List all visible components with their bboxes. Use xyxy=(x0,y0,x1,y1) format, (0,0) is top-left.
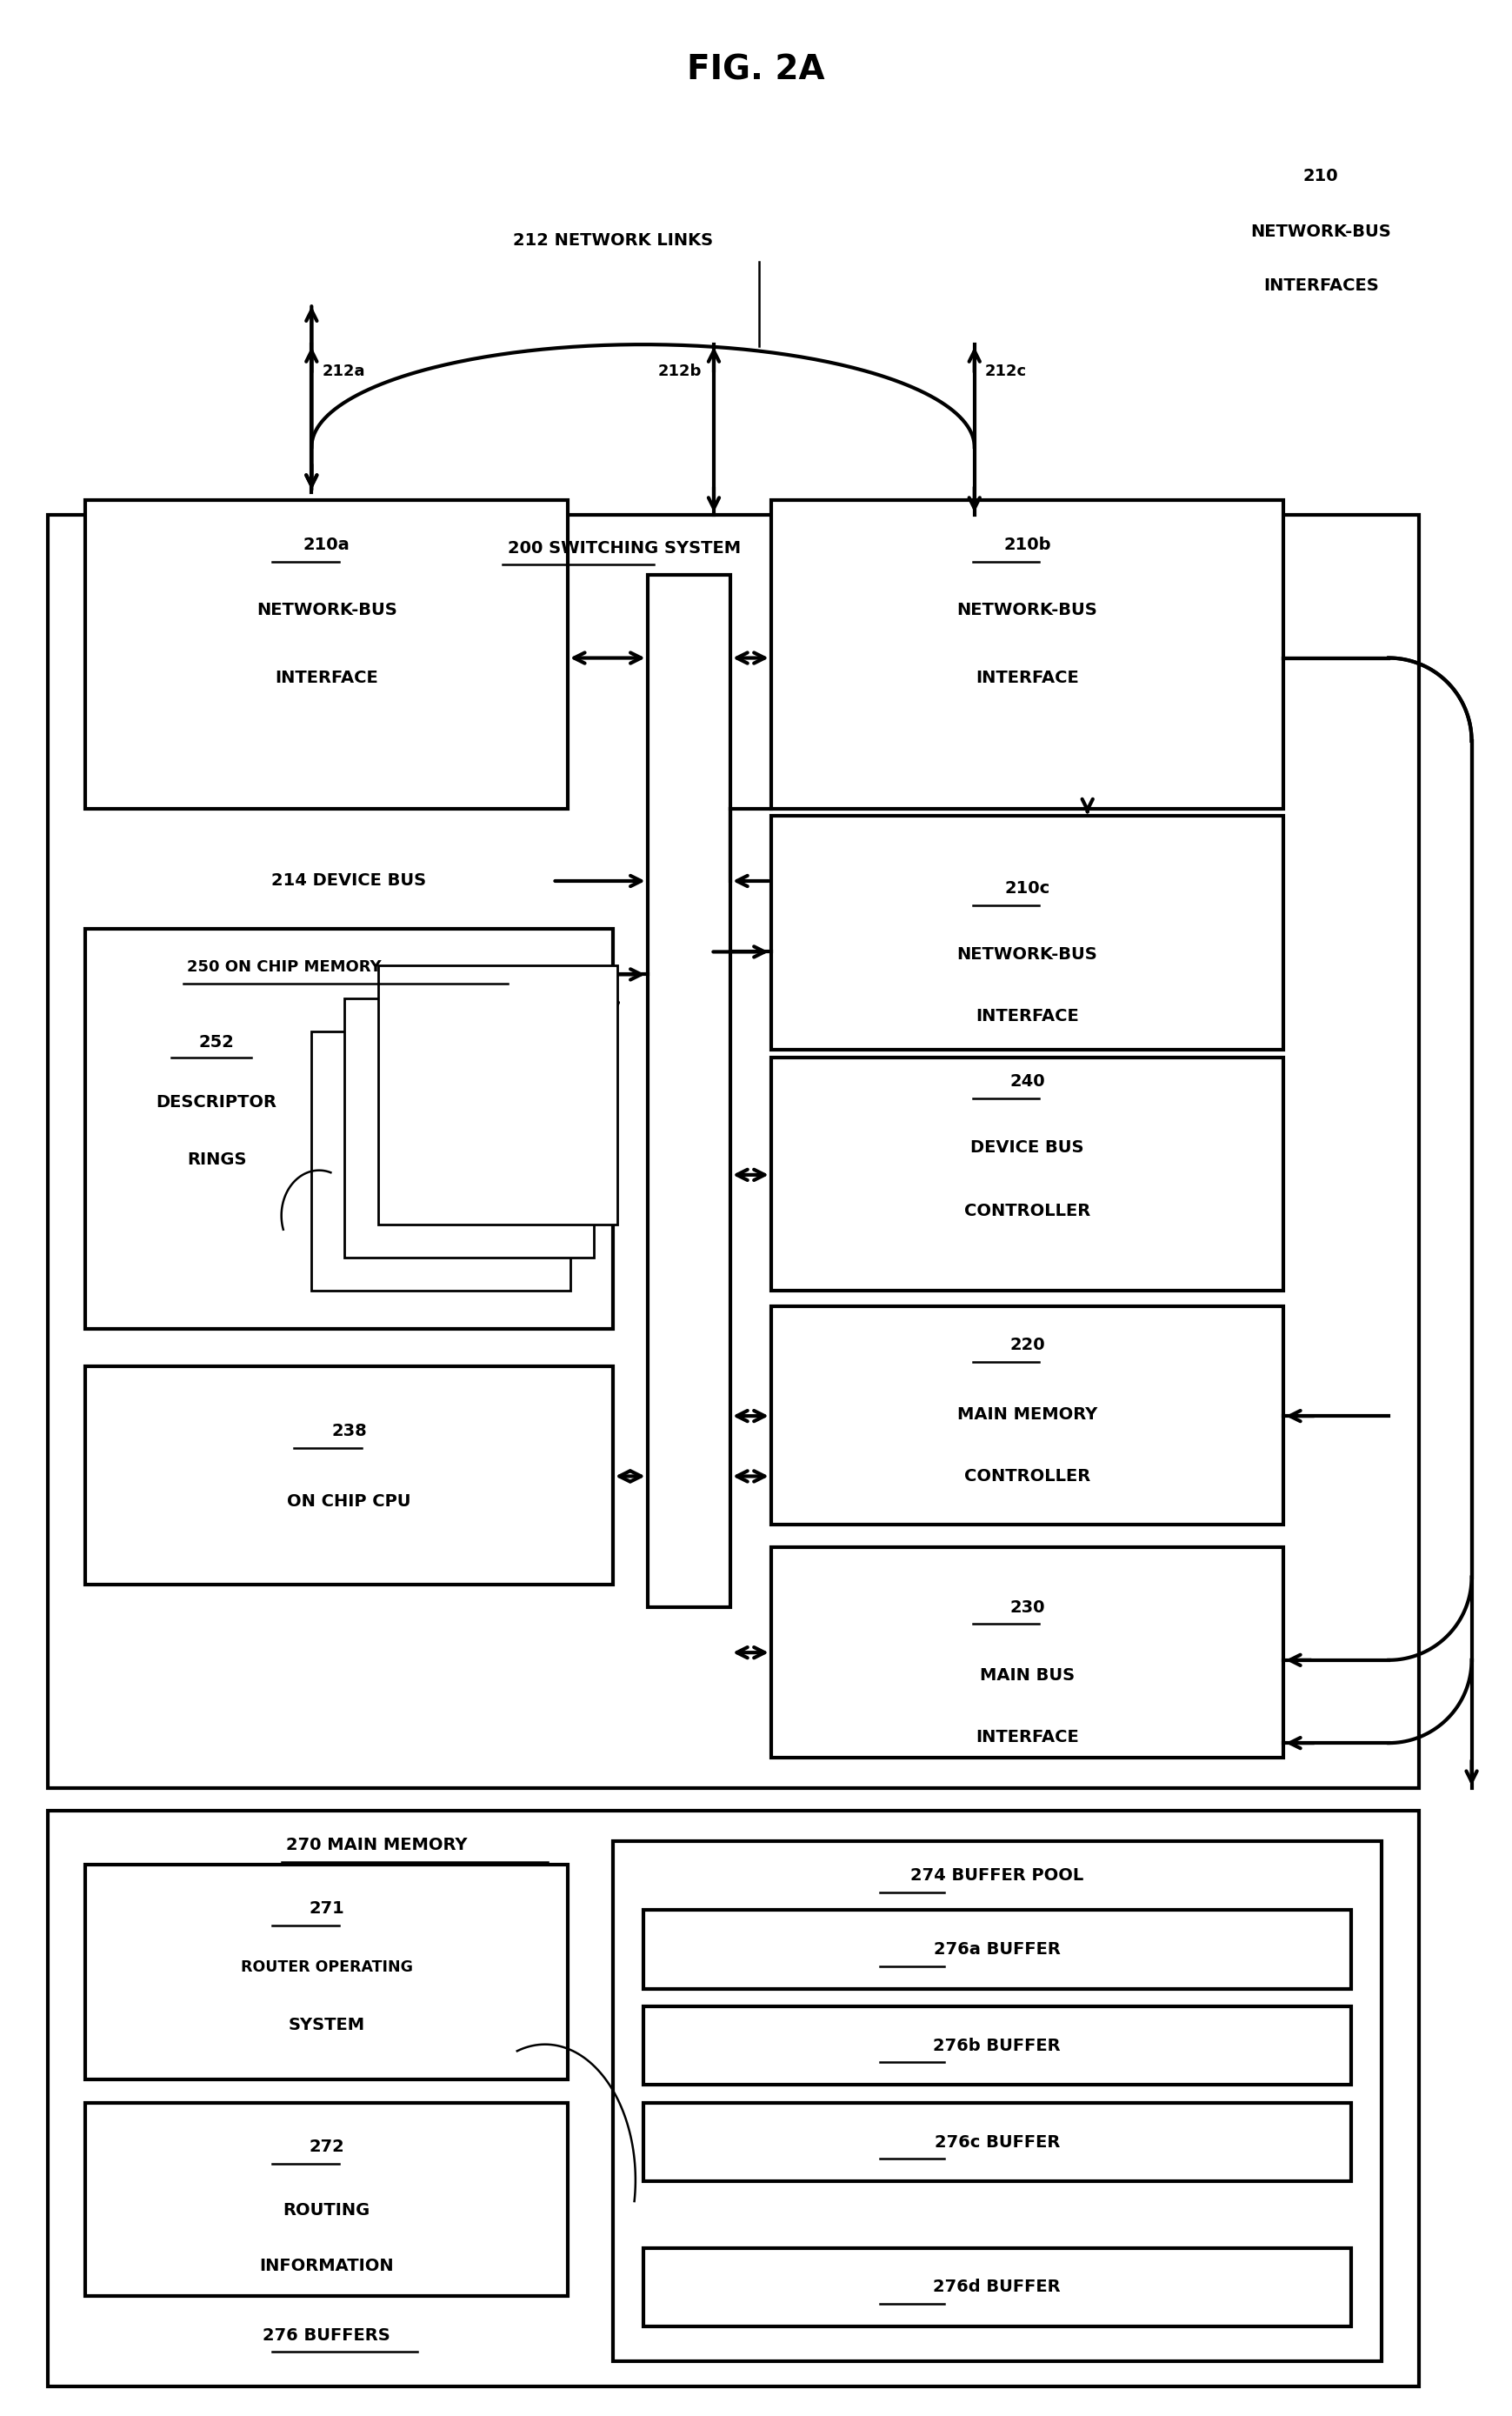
FancyBboxPatch shape xyxy=(345,998,594,1259)
FancyBboxPatch shape xyxy=(643,1911,1352,1988)
Text: 276c BUFFER: 276c BUFFER xyxy=(934,2133,1060,2150)
FancyBboxPatch shape xyxy=(612,1841,1382,2360)
Text: NETWORK-BUS: NETWORK-BUS xyxy=(957,602,1098,618)
Text: ON CHIP CPU: ON CHIP CPU xyxy=(287,1493,411,1510)
FancyBboxPatch shape xyxy=(86,2104,567,2295)
Text: 212c: 212c xyxy=(984,365,1027,379)
Text: 240: 240 xyxy=(1010,1073,1045,1090)
Text: 276 BUFFERS: 276 BUFFERS xyxy=(263,2327,390,2344)
FancyBboxPatch shape xyxy=(647,575,730,1607)
Text: FIG. 2A: FIG. 2A xyxy=(686,53,826,87)
Text: 238: 238 xyxy=(331,1423,367,1440)
FancyBboxPatch shape xyxy=(378,966,617,1225)
FancyBboxPatch shape xyxy=(48,515,1418,1788)
Text: 230: 230 xyxy=(1010,1599,1045,1616)
Text: 212 NETWORK LINKS: 212 NETWORK LINKS xyxy=(513,232,714,249)
Text: 210c: 210c xyxy=(1004,879,1049,896)
Text: 250 ON CHIP MEMORY: 250 ON CHIP MEMORY xyxy=(186,959,381,974)
Text: DEVICE BUS: DEVICE BUS xyxy=(971,1140,1084,1155)
Text: INTERFACES: INTERFACES xyxy=(1263,278,1379,295)
FancyBboxPatch shape xyxy=(86,930,612,1329)
Text: MAIN MEMORY: MAIN MEMORY xyxy=(957,1406,1098,1423)
Text: 214 DEVICE BUS: 214 DEVICE BUS xyxy=(271,872,426,889)
Text: INTERFACE: INTERFACE xyxy=(975,1007,1078,1024)
Text: INTERFACE: INTERFACE xyxy=(275,669,378,686)
Text: 212b: 212b xyxy=(658,365,702,379)
Text: INFORMATION: INFORMATION xyxy=(260,2257,393,2273)
Text: CONTROLLER: CONTROLLER xyxy=(965,1203,1090,1220)
Text: SYSTEM: SYSTEM xyxy=(289,2017,364,2032)
Text: ROUTING: ROUTING xyxy=(283,2201,370,2218)
FancyBboxPatch shape xyxy=(771,1307,1284,1524)
Text: RINGS: RINGS xyxy=(187,1152,246,1167)
Text: CONTROLLER: CONTROLLER xyxy=(965,1469,1090,1483)
Text: DESCRIPTOR: DESCRIPTOR xyxy=(156,1094,277,1111)
Text: 252: 252 xyxy=(200,1034,234,1051)
Text: 271: 271 xyxy=(308,1901,345,1916)
Text: NETWORK-BUS: NETWORK-BUS xyxy=(1250,222,1391,239)
FancyBboxPatch shape xyxy=(643,2104,1352,2182)
Text: 272: 272 xyxy=(308,2138,345,2155)
Text: NETWORK-BUS: NETWORK-BUS xyxy=(257,602,398,618)
Text: 220: 220 xyxy=(1010,1336,1045,1353)
Text: 210a: 210a xyxy=(304,536,349,553)
Text: INTERFACE: INTERFACE xyxy=(975,1730,1078,1744)
Text: 270 MAIN MEMORY: 270 MAIN MEMORY xyxy=(286,1836,467,1853)
FancyBboxPatch shape xyxy=(771,500,1284,809)
FancyBboxPatch shape xyxy=(86,1865,567,2080)
FancyBboxPatch shape xyxy=(86,1365,612,1585)
FancyBboxPatch shape xyxy=(643,2247,1352,2327)
Text: 274 BUFFER POOL: 274 BUFFER POOL xyxy=(910,1868,1084,1884)
FancyBboxPatch shape xyxy=(311,1032,570,1290)
FancyBboxPatch shape xyxy=(771,817,1284,1051)
Text: 210: 210 xyxy=(1303,167,1338,184)
Text: INTERFACE: INTERFACE xyxy=(975,669,1078,686)
FancyBboxPatch shape xyxy=(771,1058,1284,1290)
Text: 200 SWITCHING SYSTEM: 200 SWITCHING SYSTEM xyxy=(508,539,741,556)
Text: MAIN BUS: MAIN BUS xyxy=(980,1667,1075,1684)
Text: ROUTER OPERATING: ROUTER OPERATING xyxy=(240,1959,413,1976)
Text: 276b BUFFER: 276b BUFFER xyxy=(933,2037,1061,2054)
Text: 276a BUFFER: 276a BUFFER xyxy=(933,1940,1060,1957)
Text: 276d BUFFER: 276d BUFFER xyxy=(933,2278,1061,2295)
FancyBboxPatch shape xyxy=(48,1812,1418,2387)
FancyBboxPatch shape xyxy=(86,500,567,809)
FancyBboxPatch shape xyxy=(643,2008,1352,2085)
Text: 212a: 212a xyxy=(322,365,364,379)
Text: NETWORK-BUS: NETWORK-BUS xyxy=(957,947,1098,964)
Text: 210b: 210b xyxy=(1004,536,1051,553)
FancyBboxPatch shape xyxy=(771,1546,1284,1759)
